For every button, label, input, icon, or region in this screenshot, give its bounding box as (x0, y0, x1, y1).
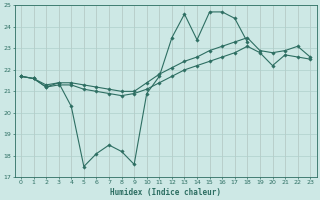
X-axis label: Humidex (Indice chaleur): Humidex (Indice chaleur) (110, 188, 221, 197)
